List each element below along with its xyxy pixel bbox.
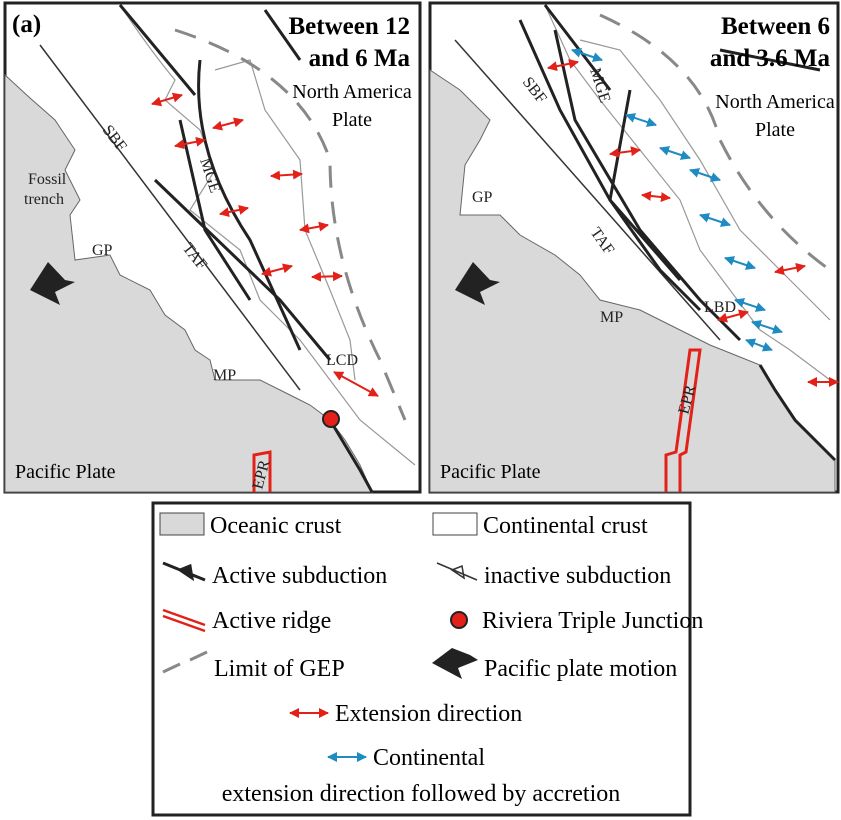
legend-text: Limit of GEP [214, 656, 345, 682]
plate-name: Plate [755, 119, 795, 141]
plate-name: Plate [332, 109, 372, 131]
fault [518, 19, 702, 312]
legend-symbol [450, 611, 468, 629]
legend-text: Continental crust [483, 513, 648, 539]
extension-arrow [212, 117, 244, 131]
legend-symbol [436, 562, 478, 581]
extension-arrow [174, 136, 206, 150]
legend-symbol [162, 650, 208, 674]
extension-arrow [311, 271, 343, 282]
legend-text: Oceanic crust [210, 513, 342, 539]
extension-arrow [547, 58, 579, 72]
legend-text: inactive subduction [484, 563, 671, 589]
extension-arrow [333, 371, 379, 397]
ridge [252, 450, 272, 492]
legend-text: Continental [373, 745, 485, 771]
extension-arrow [151, 92, 183, 107]
extension-arrow [774, 262, 806, 276]
accretion-arrow [734, 298, 766, 312]
map-label: GP [472, 189, 493, 206]
legend-text: extension direction followed by accretio… [222, 781, 621, 807]
map-label: Fossil [28, 171, 67, 188]
extension-arrow [219, 204, 249, 218]
legend-swatch [432, 512, 478, 536]
triple-junction [322, 410, 340, 428]
extension-arrow [609, 146, 641, 158]
fault [454, 39, 721, 341]
accretion-arrow [699, 213, 731, 227]
oceanic-crust [4, 73, 373, 493]
panel-label: (a) [12, 11, 41, 38]
map-label: MP [600, 309, 623, 326]
legend-text: Pacific plate motion [484, 656, 677, 682]
panel-b: Between 6 and 3.6 Ma North America Plate… [428, 1, 840, 494]
fault [153, 178, 332, 361]
map-label: GP [92, 242, 113, 259]
legend-swatch [159, 512, 205, 536]
legend-symbol [162, 608, 206, 633]
accretion-arrow [724, 256, 756, 270]
panel-a: (a) Between 12 and 6 Ma North America Pl… [3, 1, 422, 494]
accretion-arrow [751, 320, 783, 334]
coastline [214, 59, 356, 381]
legend-text: Extension direction [335, 701, 522, 727]
extension-arrow [270, 169, 303, 181]
coastline [579, 39, 831, 321]
legend-symbol [162, 561, 206, 582]
extension-arrow [299, 221, 329, 234]
accretion-arrow [745, 338, 773, 352]
panel-title: and 3.6 Ma [710, 45, 831, 72]
accretion-arrow [689, 168, 721, 182]
fault [118, 4, 302, 351]
legend-text: Active subduction [212, 563, 387, 589]
coastline [544, 4, 831, 381]
coastline [119, 4, 416, 466]
ridge [664, 348, 702, 492]
gep-limit [174, 28, 407, 421]
plate-motion [455, 262, 500, 305]
legend-text: Riviera Triple Junction [482, 608, 703, 634]
panel-title: Between 6 [721, 13, 830, 40]
fault [39, 44, 301, 391]
gep-limit [599, 13, 831, 272]
map-label: LBD [704, 299, 736, 316]
panel-title: and 6 Ma [309, 45, 411, 72]
panel-title: Between 12 [289, 13, 411, 40]
plate-motion [30, 262, 75, 305]
accretion-arrow [625, 113, 657, 127]
subduction [328, 419, 374, 493]
map-label: LCD [326, 352, 358, 369]
map-label: trench [24, 191, 64, 208]
accretion-arrow [571, 48, 603, 62]
ocean-label: Pacific Plate [15, 461, 116, 483]
legend-symbol [432, 648, 478, 679]
legend-text: Active ridge [212, 608, 331, 634]
extension-arrow [261, 263, 293, 277]
fault [543, 4, 821, 342]
extension-arrow [641, 190, 671, 203]
map-label: MP [213, 367, 236, 384]
extension-arrow [717, 309, 749, 323]
legend: Oceanic crust Continental crust Active s… [151, 501, 703, 817]
accretion-arrow [659, 146, 691, 160]
legend-frame [151, 501, 692, 817]
ocean-label: Pacific Plate [440, 461, 541, 483]
subduction [758, 364, 837, 462]
plate-name: North America [292, 81, 412, 103]
plate-name: North America [715, 91, 835, 113]
